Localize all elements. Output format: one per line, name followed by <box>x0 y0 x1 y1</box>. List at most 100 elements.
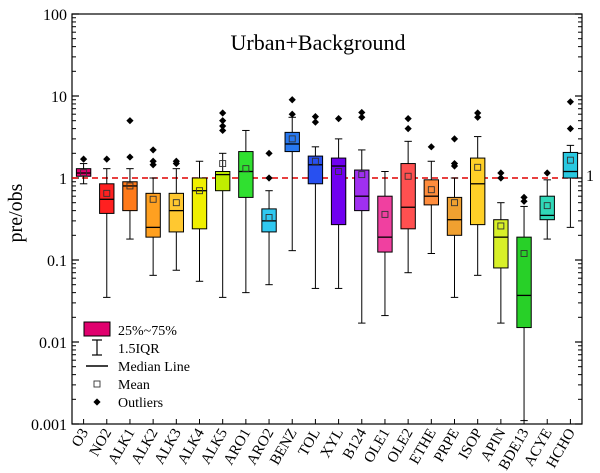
y-axis-label: pre/obs <box>5 183 27 242</box>
outlier-point <box>288 110 296 118</box>
outlier-point <box>474 113 482 121</box>
y-tick-label: 10 <box>51 89 67 106</box>
outlier-point <box>126 153 134 161</box>
box-iqr <box>99 183 115 214</box>
mean-marker <box>404 172 412 180</box>
mean-marker <box>566 156 574 164</box>
box-iqr <box>469 157 486 226</box>
box-iqr <box>145 192 161 238</box>
mean-marker <box>265 214 273 221</box>
mean-marker <box>288 135 296 143</box>
mean-marker <box>381 210 389 218</box>
outlier-point <box>334 115 343 123</box>
mean-marker <box>451 199 458 207</box>
legend-item-whisker: 1.5IQR <box>92 339 160 357</box>
outlier-point <box>358 113 366 121</box>
y-tick-label: 1 <box>59 171 67 188</box>
mean-marker <box>196 187 203 195</box>
mean-marker <box>520 250 528 257</box>
mean-marker <box>103 189 111 197</box>
mean-marker <box>497 222 505 230</box>
outlier-point <box>404 115 412 123</box>
y-tick-label: 100 <box>43 7 67 24</box>
legend-item-label: 25%~75% <box>118 324 177 339</box>
outlier-point <box>566 98 575 106</box>
box-iqr <box>377 195 393 253</box>
mean-marker <box>335 168 343 175</box>
box-ole2: OLE2 <box>384 115 417 466</box>
outlier-point <box>566 125 575 133</box>
outlier-point <box>543 169 551 177</box>
box-iqr <box>354 169 370 212</box>
legend: 25%~75% 1.5IQR Median Line Mean Outliers <box>83 321 190 411</box>
y-tick-label: 0.1 <box>47 253 67 270</box>
x-tick-label: O3 <box>69 426 92 450</box>
outlier-point <box>219 122 227 130</box>
mean-marker <box>80 169 88 177</box>
outlier-point <box>497 174 505 182</box>
outlier-point <box>311 118 320 126</box>
box-iqr <box>168 192 185 233</box>
outlier-point <box>149 157 157 165</box>
outlier-point <box>450 135 459 143</box>
box-iqr <box>562 151 579 179</box>
legend-item-label: Median Line <box>118 360 190 375</box>
plot-area: 0.0010.010.1110100O3NO2ALK1ALK2ALK3ALK4A… <box>31 7 583 473</box>
box-iqr <box>307 155 324 185</box>
box-ole1: OLE1 <box>361 171 393 466</box>
outlier-point <box>450 159 459 168</box>
legend-box-swatch <box>83 321 111 337</box>
box-iqr <box>539 195 555 221</box>
outlier-point <box>358 108 366 117</box>
box-iqr <box>446 196 463 236</box>
box-benz: BENZ <box>267 96 301 468</box>
legend-item-box: 25%~75% <box>83 321 177 339</box>
legend-item-mean: Mean <box>93 378 150 393</box>
mean-marker <box>358 171 366 179</box>
mean-marker <box>149 195 157 203</box>
outlier-point <box>311 113 320 121</box>
reference-line-label: 1 <box>586 168 594 185</box>
box-iqr <box>238 151 254 198</box>
box-iqr <box>122 181 138 212</box>
outlier-point <box>219 109 227 117</box>
outlier-point <box>404 125 412 133</box>
box-iqr <box>214 171 231 192</box>
outlier-point <box>497 169 505 177</box>
y-tick-label: 0.01 <box>39 335 67 352</box>
outlier-point <box>520 197 528 205</box>
box-b124: B124 <box>340 108 370 462</box>
outlier-point <box>427 143 435 151</box>
box-tol: TOL <box>296 113 324 459</box>
outlier-point <box>126 117 134 125</box>
box-no2: NO2 <box>87 155 115 459</box>
box-iqr <box>400 163 416 230</box>
outlier-point <box>288 96 296 104</box>
box-iqr <box>493 219 509 269</box>
legend-outlier-swatch <box>93 398 101 406</box>
mean-marker <box>427 186 435 194</box>
mean-marker <box>172 199 180 207</box>
chart-title: Urban+Background <box>231 30 406 55</box>
legend-item-label: Mean <box>118 378 150 393</box>
outlier-point <box>172 157 180 165</box>
outlier-point <box>520 193 528 201</box>
mean-marker <box>311 157 319 165</box>
mean-marker <box>219 160 227 168</box>
outlier-point <box>474 109 482 117</box>
legend-item-median: Median Line <box>86 360 190 375</box>
outlier-point <box>265 174 273 182</box>
mean-marker <box>126 182 134 190</box>
legend-item-label: Outliers <box>118 396 163 411</box>
y-tick-label: 0.001 <box>31 417 67 434</box>
box-alk1: ALK1 <box>105 117 138 467</box>
mean-marker <box>242 165 250 173</box>
box-isop: ISOP <box>456 109 486 462</box>
outlier-point <box>79 155 88 163</box>
mean-marker <box>474 163 482 171</box>
legend-mean-swatch <box>93 380 101 388</box>
box-iqr <box>516 236 532 329</box>
box-o3: O3 <box>69 155 92 450</box>
box-iqr <box>330 157 347 226</box>
mean-marker <box>543 202 551 210</box>
